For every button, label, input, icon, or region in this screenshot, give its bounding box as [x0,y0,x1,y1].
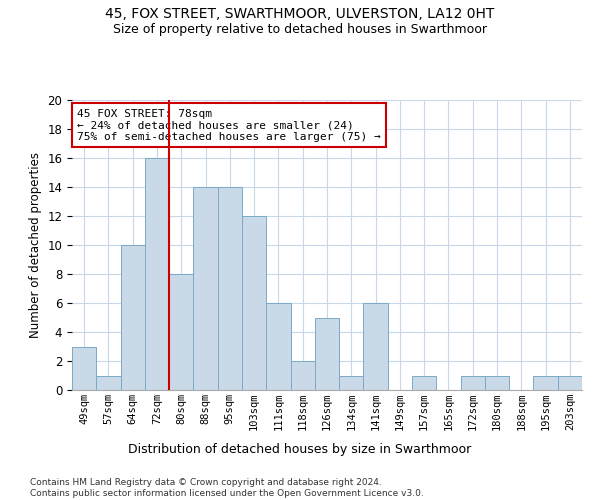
Bar [290,361,315,390]
Text: 45 FOX STREET: 78sqm
← 24% of detached houses are smaller (24)
75% of semi-detac: 45 FOX STREET: 78sqm ← 24% of detached h… [77,108,381,142]
Y-axis label: Number of detached properties: Number of detached properties [29,152,42,338]
Bar [339,376,364,390]
Bar [169,274,193,390]
Bar [533,376,558,390]
Text: Size of property relative to detached houses in Swarthmoor: Size of property relative to detached ho… [113,22,487,36]
Text: 45, FOX STREET, SWARTHMOOR, ULVERSTON, LA12 0HT: 45, FOX STREET, SWARTHMOOR, ULVERSTON, L… [106,8,494,22]
Bar [96,376,121,390]
Bar [461,376,485,390]
Bar [193,187,218,390]
Bar [485,376,509,390]
Bar [121,245,145,390]
Text: Contains HM Land Registry data © Crown copyright and database right 2024.
Contai: Contains HM Land Registry data © Crown c… [30,478,424,498]
Bar [364,303,388,390]
Bar [558,376,582,390]
Text: Distribution of detached houses by size in Swarthmoor: Distribution of detached houses by size … [128,442,472,456]
Bar [412,376,436,390]
Bar [266,303,290,390]
Bar [218,187,242,390]
Bar [315,318,339,390]
Bar [145,158,169,390]
Bar [72,346,96,390]
Bar [242,216,266,390]
